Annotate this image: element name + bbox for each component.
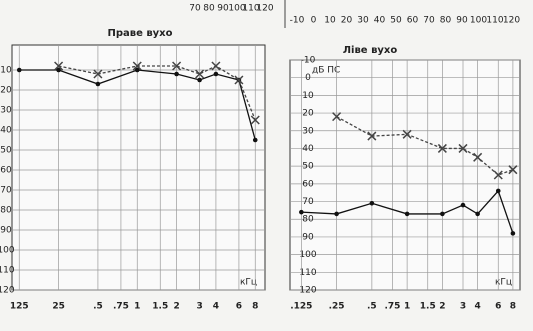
y-tick-label: 110 <box>299 268 316 278</box>
left-ear-frame <box>290 60 520 290</box>
point <box>405 212 410 217</box>
fragment-label: 110 <box>486 16 503 26</box>
point <box>174 72 179 77</box>
x-tick-label: 6 <box>236 302 242 312</box>
y-tick-label: 20 <box>302 109 314 119</box>
chart-title: Ліве вухо <box>343 45 398 56</box>
y-tick-label: 90 <box>302 232 314 242</box>
point <box>461 203 466 208</box>
x-tick-label: 6 <box>495 302 501 312</box>
x-tick-label: .5 <box>93 302 103 312</box>
point <box>214 72 219 77</box>
y-tick-label: 100 <box>0 246 15 256</box>
point <box>440 212 445 217</box>
fragment-label: 80 <box>203 4 215 14</box>
x-tick-label: 4 <box>213 302 219 312</box>
fragment-label: 60 <box>407 16 419 26</box>
x-axis-label: кГц <box>240 278 257 288</box>
y-tick-label: 40 <box>302 144 314 154</box>
y-tick-label: 0 <box>305 73 311 83</box>
fragment-label: 120 <box>256 4 273 14</box>
y-tick-label: 70 <box>0 186 12 196</box>
y-tick-label: 20 <box>0 86 12 96</box>
point <box>197 78 202 83</box>
x-tick-label: 4 <box>475 302 481 312</box>
point <box>17 68 22 73</box>
y-tick-label: 120 <box>0 286 15 296</box>
y-tick-label: 60 <box>0 166 12 176</box>
x-tick-label: 8 <box>510 302 516 312</box>
x-tick-label: 3 <box>460 302 466 312</box>
fragment-label: 80 <box>440 16 452 26</box>
x-tick-label: .75 <box>113 302 129 312</box>
fragment-label: 120 <box>503 16 520 26</box>
fragment-label: 90 <box>456 16 468 26</box>
chart-title: Праве вухо <box>107 28 172 39</box>
y-tick-label: 50 <box>302 162 314 172</box>
right-ear-frame <box>12 45 265 290</box>
audiogram-photo: 708090100110120-100102030405060708090100… <box>0 0 533 331</box>
y-tick-label: 80 <box>302 215 314 225</box>
y-tick-label: 120 <box>299 286 316 296</box>
point <box>496 189 501 194</box>
x-tick-label: 2 <box>439 302 445 312</box>
y-tick-label: 110 <box>0 266 15 276</box>
x-tick-label: 25 <box>52 302 65 312</box>
fragment-label: 70 <box>189 4 201 14</box>
x-tick-label: 1.5 <box>420 302 436 312</box>
fragment-label: 90 <box>217 4 229 14</box>
y-tick-label: 10 <box>0 66 12 76</box>
x-tick-label: .75 <box>385 302 401 312</box>
y-axis-label: дБ ПС <box>312 66 340 76</box>
fragment-label: 20 <box>341 16 353 26</box>
fragment-label: 50 <box>390 16 402 26</box>
x-tick-label: 1.5 <box>152 302 168 312</box>
point <box>253 138 258 143</box>
y-tick-label: -10 <box>301 56 316 66</box>
y-tick-label: 40 <box>0 126 12 136</box>
fragment-label: 100 <box>470 16 487 26</box>
x-tick-label: .125 <box>290 302 312 312</box>
fragment-label: 10 <box>324 16 336 26</box>
x-tick-label: 1 <box>404 302 410 312</box>
y-tick-label: 30 <box>302 126 314 136</box>
x-tick-label: 3 <box>196 302 202 312</box>
y-tick-label: 50 <box>0 146 12 156</box>
point <box>511 231 516 236</box>
point <box>334 212 339 217</box>
y-tick-label: 80 <box>0 206 12 216</box>
point <box>96 82 101 87</box>
fragment-label: 70 <box>423 16 435 26</box>
fragment-label: -10 <box>290 16 305 26</box>
point <box>370 201 375 206</box>
y-tick-label: 90 <box>0 226 12 236</box>
y-tick-label: 60 <box>302 179 314 189</box>
fragment-label: 0 <box>311 16 317 26</box>
y-tick-label: 10 <box>302 91 314 101</box>
x-tick-label: 1 <box>134 302 140 312</box>
fragment-label: 40 <box>374 16 386 26</box>
x-axis-label: кГц <box>495 278 512 288</box>
x-tick-label: .25 <box>329 302 345 312</box>
y-tick-label: 100 <box>299 250 316 260</box>
x-tick-label: 8 <box>252 302 258 312</box>
y-tick-label: 30 <box>0 106 12 116</box>
point <box>299 210 304 215</box>
point <box>475 212 480 217</box>
x-tick-label: 125 <box>10 302 29 312</box>
fragment-label: 30 <box>357 16 369 26</box>
x-tick-label: 2 <box>173 302 179 312</box>
x-tick-label: .5 <box>367 302 377 312</box>
y-tick-label: 70 <box>302 197 314 207</box>
